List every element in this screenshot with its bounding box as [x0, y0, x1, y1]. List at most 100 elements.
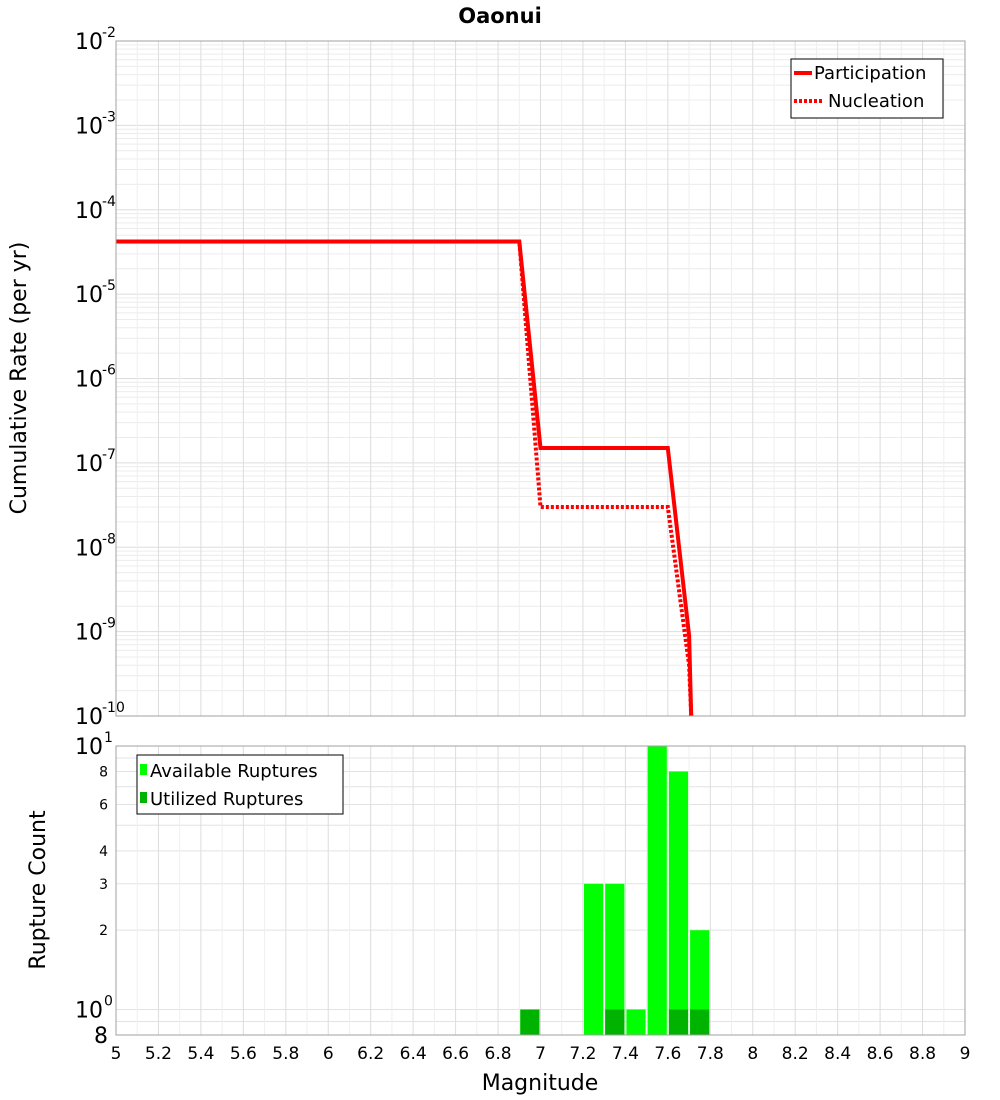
legend-utilized-swatch: [140, 792, 147, 803]
x-tick-label: 7.4: [612, 1044, 639, 1064]
bottom-plot-frame: [115, 745, 966, 1036]
top-legend: Participation Nucleation: [790, 58, 944, 119]
top-y-tick: 10 -8: [75, 531, 116, 561]
y-tick-exponent: -7: [102, 447, 116, 463]
x-tick-label: 9: [960, 1044, 971, 1064]
bottom-y-tick: 8: [99, 765, 108, 781]
bottom-legend: Available Ruptures Utilized Ruptures: [136, 754, 344, 815]
y-tick-exponent: -8: [102, 531, 116, 547]
y-tick-base: 10: [75, 536, 103, 561]
top-y-tick: 10 -9: [75, 616, 116, 646]
y-tick-label: 6: [99, 797, 108, 813]
bottom-y-tick: 6: [99, 797, 108, 813]
bar-available-ruptures: [690, 930, 710, 1035]
top-y-tick: 10 -5: [75, 278, 116, 308]
y-tick-base: 10: [75, 621, 103, 646]
bottom-y-tick: 2: [99, 923, 108, 939]
bar-utilized-ruptures: [605, 1009, 625, 1035]
x-tick-label: 5.4: [187, 1044, 214, 1064]
y-tick-base: 10: [75, 368, 103, 393]
y-tick-base: 10: [75, 452, 103, 477]
legend-nucleation-label: Nucleation: [828, 91, 924, 112]
y-tick-exponent: -10: [102, 700, 125, 716]
bottom-y-tick: 3: [99, 877, 108, 893]
y-tick-exponent: -3: [102, 109, 116, 125]
x-tick-label: 8.6: [867, 1044, 894, 1064]
top-series-group: [116, 239, 694, 717]
y-tick-exponent: -9: [102, 616, 116, 632]
y-tick-base: 10: [75, 735, 103, 760]
top-y-axis-label: Cumulative Rate (per yr): [7, 242, 32, 515]
x-tick-label: 6.2: [357, 1044, 384, 1064]
x-tick-label: 7: [535, 1044, 546, 1064]
y-tick-exponent: -4: [102, 194, 116, 210]
top-y-tick: 10 -7: [75, 447, 116, 477]
y-tick-exponent: -6: [102, 363, 116, 379]
y-tick-exponent: -5: [102, 278, 116, 294]
bar-utilized-ruptures: [520, 1009, 540, 1035]
x-tick-label: 6: [323, 1044, 334, 1064]
top-y-tick: 10 -2: [75, 25, 116, 55]
legend-participation-label: Participation: [814, 63, 926, 84]
legend-available-swatch: [140, 764, 147, 775]
bottom-y-tick: 10 1: [75, 730, 113, 760]
x-tick-label: 7.6: [654, 1044, 681, 1064]
top-gridlines: [115, 41, 966, 717]
x-axis-label: Magnitude: [482, 1071, 599, 1096]
y-tick-base: 10: [75, 199, 103, 224]
y-tick-exponent: 1: [104, 730, 113, 746]
y-tick-base: 10: [75, 998, 103, 1023]
bottom-y-axis-label: Rupture Count: [26, 810, 51, 970]
bar-available-ruptures: [626, 1009, 646, 1035]
x-tick-label: 8: [747, 1044, 758, 1064]
top-y-tick: 10 -6: [75, 363, 116, 393]
y-tick-label: 2: [99, 923, 108, 939]
x-tick-label: 6.4: [400, 1044, 427, 1064]
y-tick-base: 10: [75, 30, 103, 55]
x-tick-label: 6.6: [442, 1044, 469, 1064]
top-y-tick: 10 -4: [75, 194, 116, 224]
x-tick-label: 5.8: [272, 1044, 299, 1064]
top-y-tick: 10 -3: [75, 109, 116, 139]
x-axis-ticks: 5 5.2 5.4 5.6 5.8 6 6.2 6.4 6.6 6.8 7 7.2 7.4 7.6 7.8 8…: [111, 1044, 971, 1064]
bar-available-ruptures: [668, 771, 689, 1035]
y-tick-base: 10: [75, 705, 103, 730]
top-y-ticks: 10-210-310-410-510-610-710-810-910-10: [75, 25, 125, 730]
chart-title: Oaonui: [458, 4, 542, 28]
y-tick-label: 8: [99, 765, 108, 781]
y-tick-label: 4: [99, 844, 108, 860]
y-tick-exponent: -2: [102, 25, 116, 41]
series-line-participation: [116, 239, 694, 717]
x-tick-label: 6.8: [485, 1044, 512, 1064]
bar-available-ruptures: [584, 883, 604, 1035]
bottom-y-tick: 8: [94, 1024, 108, 1049]
bottom-legend-box: [136, 754, 344, 815]
x-tick-label: 5.2: [145, 1044, 172, 1064]
y-tick-label: 3: [99, 877, 108, 893]
bottom-y-tick: 10 0: [75, 993, 113, 1023]
bar-utilized-ruptures: [668, 1009, 689, 1035]
legend-available-label: Available Ruptures: [150, 761, 318, 782]
bar-utilized-ruptures: [690, 1009, 710, 1035]
y-tick-base: 10: [75, 283, 103, 308]
x-tick-label: 5: [111, 1044, 122, 1064]
top-y-tick: 10 -10: [75, 700, 125, 730]
bar-available-ruptures: [647, 746, 667, 1035]
x-tick-label: 8.8: [909, 1044, 936, 1064]
x-tick-label: 7.8: [697, 1044, 724, 1064]
bottom-bars-group: [520, 746, 710, 1035]
legend-utilized-label: Utilized Ruptures: [150, 789, 303, 810]
bottom-y-tick: 4: [99, 844, 108, 860]
x-tick-label: 8.4: [824, 1044, 851, 1064]
x-tick-label: 8.2: [782, 1044, 809, 1064]
top-plot-frame: [115, 40, 966, 717]
x-tick-label: 7.2: [569, 1044, 596, 1064]
top-legend-box: [790, 58, 944, 119]
y-tick-label: 8: [94, 1024, 108, 1049]
bar-available-ruptures: [605, 883, 625, 1035]
y-tick-exponent: 0: [104, 993, 113, 1009]
bottom-gridlines: [115, 746, 966, 1035]
